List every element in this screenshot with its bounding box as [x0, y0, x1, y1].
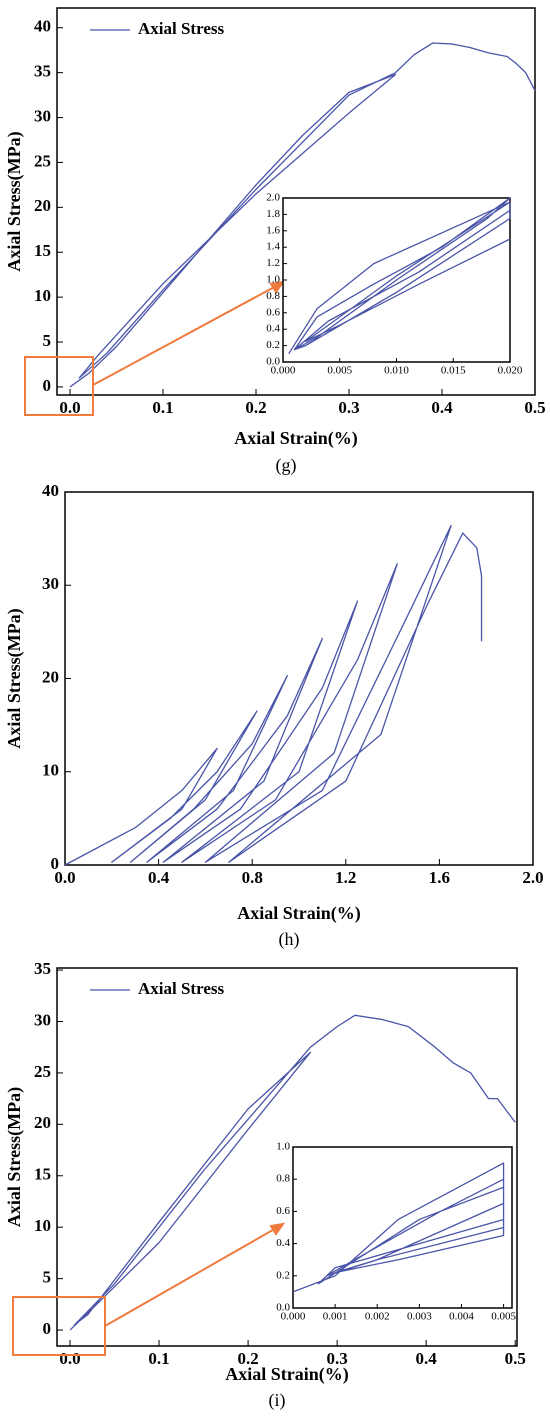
caption: (i) [269, 1390, 286, 1411]
data-line [292, 1162, 505, 1293]
y-tick-label: 20 [42, 667, 59, 686]
y-tick-label: 0.4 [266, 323, 280, 335]
y-tick-label: 0 [43, 376, 52, 395]
y-tick-label: 20 [34, 196, 51, 215]
data-line [64, 524, 483, 866]
y-tick-label: 20 [34, 1113, 51, 1132]
x-tick-label: 0.2 [245, 398, 266, 417]
y-tick-label: 0.0 [276, 1302, 290, 1314]
x-tick-label: 0.5 [524, 398, 545, 417]
y-tick-label: 35 [34, 959, 51, 978]
zoom-box [24, 356, 94, 416]
x-tick-label: 0.0 [59, 1349, 80, 1368]
x-axis-label: Axial Strain(%) [225, 1364, 349, 1385]
x-tick-label: 0.1 [152, 398, 173, 417]
zoom-arrow [104, 1226, 279, 1327]
x-tick-label: 0.003 [407, 1311, 432, 1323]
x-tick-label: 0.0 [54, 868, 75, 887]
plot-area [292, 1146, 513, 1309]
data-line [69, 1014, 516, 1331]
y-axis-label: Axial Stress(MPa) [4, 1087, 25, 1227]
x-tick-label: 0.004 [449, 1311, 474, 1323]
zoom-marker [12, 1222, 286, 1356]
caption: (g) [276, 455, 297, 476]
legend-label: Axial Stress [138, 19, 224, 38]
y-tick-label: 1.4 [266, 241, 280, 253]
y-tick-label: 1.6 [266, 224, 280, 236]
y-axis-label: Axial Stress(MPa) [4, 131, 25, 271]
y-tick-label: 0.2 [266, 339, 280, 351]
y-tick-label: 0 [43, 1319, 52, 1338]
x-tick-label: 0.001 [323, 1311, 348, 1323]
y-tick-label: 0.6 [266, 306, 280, 318]
inset-i: 0.000 0.001 0.002 0.003 0.004 0.005 0.0 0.2 0.4 0… [276, 1141, 516, 1323]
y-tick-label: 30 [34, 1010, 51, 1029]
x-tick-label: 0.4 [416, 1349, 438, 1368]
y-tick-label: 10 [34, 286, 51, 305]
arrow-head [269, 1222, 286, 1236]
x-tick-label: 1.2 [335, 868, 356, 887]
x-tick-label: 0.3 [338, 398, 359, 417]
x-tick-label: 0.002 [365, 1311, 390, 1323]
y-tick-label: 0 [51, 854, 60, 873]
x-tick-label: 0.010 [384, 365, 409, 377]
data-line [69, 42, 536, 388]
y-tick-label: 10 [42, 761, 59, 780]
y-tick-label: 0.0 [266, 356, 280, 368]
arrow-head [269, 280, 286, 294]
y-tick-label: 30 [34, 106, 51, 125]
chart-h: 0.0 0.4 0.8 1.2 1.6 2.0 0 10 20 30 40 Axial Strain(… [4, 481, 544, 950]
zoom-arrow [92, 284, 279, 386]
y-tick-label: 40 [34, 17, 51, 36]
inset-g: 0.000 0.005 0.010 0.015 0.020 0.0 0.2 0.4 0.6 0.8… [266, 192, 523, 377]
x-tick-label: 0.015 [441, 365, 466, 377]
x-tick-label: 1.6 [429, 868, 450, 887]
y-tick-label: 0.6 [276, 1205, 290, 1217]
x-axis-label: Axial Strain(%) [234, 428, 358, 449]
y-tick-label: 1.8 [266, 208, 280, 220]
y-tick-label: 10 [34, 1216, 51, 1235]
x-tick-label: 0.020 [498, 365, 523, 377]
data-line [288, 197, 511, 355]
x-axis-label: Axial Strain(%) [237, 903, 361, 924]
y-tick-label: 35 [34, 62, 51, 81]
y-tick-label: 25 [34, 151, 51, 170]
x-tick-label: 0.0 [59, 398, 80, 417]
caption: (h) [279, 929, 300, 950]
x-tick-label: 0.5 [505, 1349, 526, 1368]
y-tick-label: 2.0 [266, 192, 280, 204]
y-tick-label: 5 [43, 1268, 52, 1287]
y-tick-label: 5 [43, 331, 52, 350]
y-tick-label: 0.2 [276, 1269, 290, 1281]
legend-label: Axial Stress [138, 979, 224, 998]
y-tick-label: 1.0 [266, 274, 280, 286]
y-tick-label: 0.4 [276, 1237, 290, 1249]
chart-i: 0.0 0.1 0.2 0.3 0.4 0.5 0 5 10 15 20 25 30 35 Axial St… [4, 959, 526, 1411]
x-tick-label: 0.000 [271, 365, 296, 377]
y-tick-label: 15 [34, 1165, 51, 1184]
x-tick-label: 0.3 [327, 1349, 348, 1368]
y-tick-label: 30 [42, 574, 59, 593]
x-tick-label: 0.000 [281, 1311, 306, 1323]
x-tick-label: 0.1 [148, 1349, 169, 1368]
y-tick-label: 15 [34, 241, 51, 260]
x-tick-label: 2.0 [522, 868, 543, 887]
y-tick-label: 1.2 [266, 257, 280, 269]
plot-area [64, 491, 534, 866]
x-tick-label: 0.8 [242, 868, 263, 887]
zoom-marker [24, 280, 286, 416]
y-tick-label: 40 [42, 481, 59, 500]
y-tick-label: 0.8 [266, 290, 280, 302]
y-tick-label: 1.0 [276, 1141, 290, 1153]
x-tick-label: 0.005 [491, 1311, 516, 1323]
y-axis-label: Axial Stress(MPa) [4, 608, 25, 748]
x-tick-label: 0.4 [431, 398, 453, 417]
x-tick-label: 0.4 [148, 868, 170, 887]
x-tick-label: 0.005 [327, 365, 352, 377]
y-tick-label: 0.8 [276, 1173, 290, 1185]
y-tick-label: 25 [34, 1062, 51, 1081]
x-tick-label: 0.2 [237, 1349, 258, 1368]
